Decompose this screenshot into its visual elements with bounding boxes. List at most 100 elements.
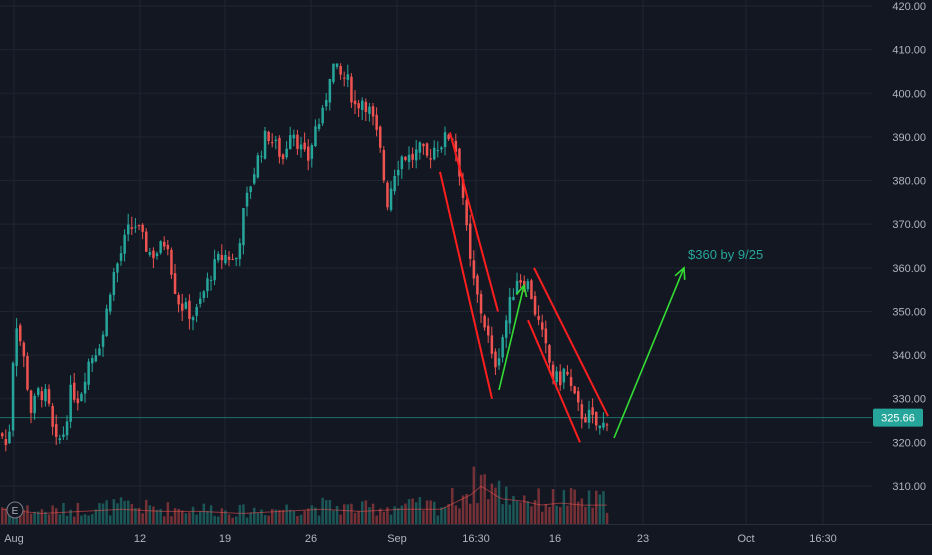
candle-body <box>361 100 364 110</box>
arrow-head <box>674 266 686 280</box>
candle-body <box>598 425 602 429</box>
volume-bar <box>188 512 191 524</box>
candle-body <box>213 259 216 281</box>
x-tick-label: 23 <box>637 533 649 545</box>
volume-bar <box>148 505 152 524</box>
price-axis-panel[interactable] <box>872 0 932 524</box>
volume-bar <box>569 488 573 524</box>
candle-body <box>379 126 382 148</box>
candle-body <box>83 381 87 394</box>
candle-body <box>11 362 15 431</box>
volume-bar <box>321 497 324 524</box>
volume-bar <box>425 500 429 524</box>
trend-line-red[interactable] <box>449 132 499 312</box>
x-tick-label: 19 <box>219 533 231 545</box>
volume-bar <box>411 498 414 524</box>
candle-body <box>307 146 310 161</box>
candle-body <box>209 279 213 281</box>
earnings-badge[interactable]: E <box>6 501 24 519</box>
candle-body <box>454 140 458 152</box>
volume-bar <box>595 490 598 524</box>
volume-bar <box>364 500 368 524</box>
volume-bar <box>526 501 530 524</box>
volume-bar <box>566 505 569 524</box>
volume-bar <box>451 488 454 524</box>
volume-bar <box>580 498 584 524</box>
candle-body <box>505 320 508 338</box>
volume-bar <box>605 512 609 524</box>
trend-line-red[interactable] <box>527 319 581 443</box>
candle-body <box>465 200 468 226</box>
candle-body <box>555 371 558 383</box>
volume-bar <box>33 511 36 524</box>
trend-arrow-green[interactable] <box>498 285 525 391</box>
volume-bar <box>555 505 558 524</box>
candle-body <box>314 126 317 147</box>
volume-bar <box>407 499 411 524</box>
earnings-badge-label: E <box>12 506 19 517</box>
volume-bar <box>443 507 447 524</box>
volume-bar <box>544 504 548 524</box>
volume-bar <box>397 508 400 524</box>
candle-body <box>573 386 576 394</box>
candle-body <box>65 421 69 436</box>
volume-bar <box>447 504 450 524</box>
candle-body <box>339 66 342 75</box>
volume-bar <box>274 509 278 524</box>
annotation-layer <box>439 132 686 443</box>
volume-bar <box>76 503 80 524</box>
price-axis[interactable]: 310.00 320.00 330.00 340.00 350.00 360.00 370.… <box>892 1 926 493</box>
target-annotation-label[interactable]: $360 by 9/25 <box>688 247 763 262</box>
volume-bar <box>537 488 540 524</box>
candle-body <box>343 77 346 79</box>
volume-bar <box>29 513 33 524</box>
candle-body <box>382 150 386 181</box>
candle-body <box>220 254 224 261</box>
volume-bar <box>429 500 432 524</box>
candle-body <box>357 103 360 109</box>
volume-bar <box>335 505 339 524</box>
trend-arrow-green[interactable] <box>613 267 685 439</box>
volume-bar <box>418 497 422 524</box>
last-price-badge: 325.66 <box>873 408 923 427</box>
candle-body <box>353 100 357 105</box>
volume-bar <box>375 515 378 524</box>
time-axis-panel[interactable] <box>0 524 932 550</box>
volume-bar <box>368 507 371 524</box>
volume-bar <box>515 500 519 524</box>
volume-bar <box>109 515 112 524</box>
volume-bar <box>47 514 51 524</box>
volume-bar <box>195 514 198 524</box>
candle-body <box>494 351 497 368</box>
volume-bar <box>15 514 18 524</box>
volume-bar <box>173 508 177 524</box>
y-tick-label: 370.00 <box>892 219 926 231</box>
volume-bar <box>371 503 375 524</box>
candle-body <box>569 376 573 386</box>
candle-body <box>238 243 242 259</box>
trend-line-red[interactable] <box>439 171 493 399</box>
volume-bar <box>94 509 98 524</box>
x-tick-label: Sep <box>387 533 407 545</box>
trend-line-red[interactable] <box>533 267 609 417</box>
volume-bar <box>145 499 148 524</box>
candle-body <box>411 153 414 160</box>
candle-body <box>515 280 519 294</box>
volume-bar <box>69 509 72 524</box>
candle-body <box>501 337 504 358</box>
volume-bar <box>206 510 209 524</box>
time-axis[interactable]: Aug 12 19 26 Sep 16:30 16 23 Oct 16:30 <box>4 533 837 545</box>
candle-body <box>87 361 90 385</box>
candle-body <box>98 348 101 356</box>
candle-body <box>389 188 393 210</box>
candle-body <box>231 258 234 260</box>
volume-bar <box>55 508 58 524</box>
candle-body <box>400 156 404 170</box>
candle-body <box>163 241 166 247</box>
candle-body <box>202 291 206 299</box>
candle-body <box>123 234 126 254</box>
candle-body <box>508 296 512 324</box>
volume-bar <box>317 515 321 524</box>
